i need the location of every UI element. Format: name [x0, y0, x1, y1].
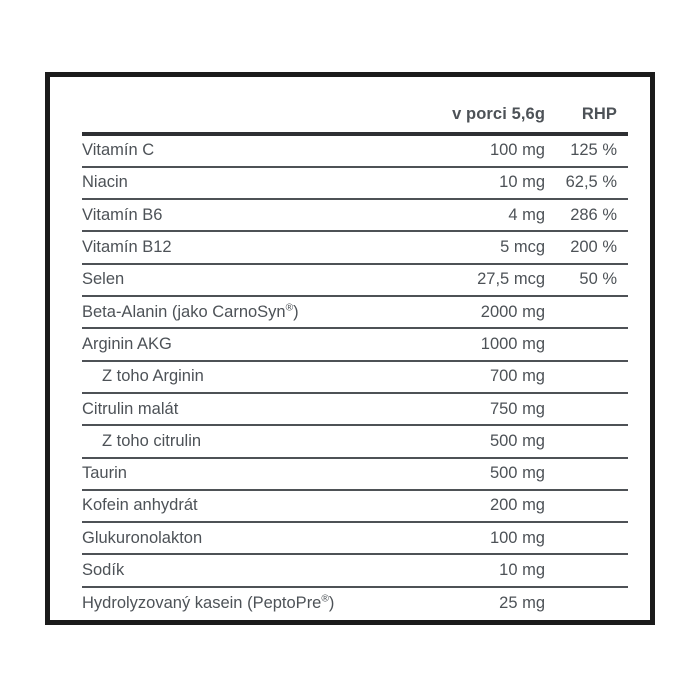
table-header-row: v porci 5,6g RHP	[82, 77, 628, 136]
table-row: Kofein anhydrát 200 mg	[82, 491, 628, 524]
amount-value: 2000 mg	[480, 302, 545, 321]
ingredient-label: Glukuronolakton	[82, 528, 203, 547]
table-row: Arginin AKG 1000 mg	[82, 329, 628, 362]
ingredient-label: Niacin	[82, 173, 128, 192]
ingredient-label: Z toho citrulin	[102, 431, 202, 450]
amount-value: 100 mg	[489, 528, 545, 547]
rhp-value: 125 %	[570, 141, 617, 160]
table-row: Vitamín C 100 mg 125 %	[82, 136, 628, 168]
amount-value: 500 mg	[489, 464, 545, 483]
ingredient-label: Hydrolyzovaný kasein (PeptoPre®)	[82, 594, 335, 613]
amount-value: 5 mcg	[500, 238, 545, 257]
table-row: Vitamín B6 4 mg 286 %	[82, 200, 628, 233]
ingredient-label: Citrulin malát	[82, 399, 179, 418]
table-row: Vitamín B12 5 mcg 200 %	[82, 232, 628, 265]
rhp-value: 50 %	[579, 270, 617, 289]
ingredient-label: Vitamín B6	[82, 205, 163, 224]
amount-value: 200 mg	[489, 496, 545, 515]
amount-value: 4 mg	[508, 205, 545, 224]
ingredient-label: Z toho Arginin	[102, 367, 204, 386]
ingredient-label: Vitamín C	[82, 141, 155, 160]
amount-value: 10 mg	[499, 561, 545, 580]
table-row: Hydrolyzovaný kasein (PeptoPre®) 25 mg	[82, 588, 628, 620]
rhp-value: 62,5 %	[565, 173, 617, 192]
facts-table: v porci 5,6g RHP Vitamín C 100 mg 125 % …	[82, 77, 628, 620]
ingredient-label: Vitamín B12	[82, 238, 172, 257]
amount-value: 27,5 mcg	[477, 270, 545, 289]
amount-value: 10 mg	[499, 173, 545, 192]
header-rhp-label: RHP	[581, 104, 617, 123]
amount-value: 1000 mg	[480, 334, 545, 353]
ingredient-label: Sodík	[82, 561, 125, 580]
table-row: Sodík 10 mg	[82, 555, 628, 588]
table-row: Niacin 10 mg 62,5 %	[82, 168, 628, 201]
header-amount-label: v porci 5,6g	[452, 104, 545, 123]
table-row: Selen 27,5 mcg 50 %	[82, 265, 628, 298]
ingredient-label: Taurin	[82, 464, 127, 483]
amount-value: 700 mg	[489, 367, 545, 386]
rhp-value: 200 %	[570, 238, 617, 257]
table-row: Z toho citrulin 500 mg	[82, 426, 628, 459]
table-row: Citrulin malát 750 mg	[82, 394, 628, 427]
table-row: Z toho Arginin 700 mg	[82, 362, 628, 394]
table-row: Beta-Alanin (jako CarnoSyn®) 2000 mg	[82, 297, 628, 330]
amount-value: 750 mg	[489, 399, 545, 418]
rhp-value: 286 %	[570, 205, 617, 224]
amount-value: 25 mg	[499, 594, 545, 613]
table-row: Glukuronolakton 100 mg	[82, 523, 628, 556]
ingredient-label: Arginin AKG	[82, 334, 172, 353]
supplement-facts-box: v porci 5,6g RHP Vitamín C 100 mg 125 % …	[45, 72, 655, 625]
table-row: Taurin 500 mg	[82, 459, 628, 491]
ingredient-label: Selen	[82, 270, 125, 289]
ingredient-label: Beta-Alanin (jako CarnoSyn®)	[82, 302, 299, 321]
amount-value: 500 mg	[489, 431, 545, 450]
table-body: Vitamín C 100 mg 125 % Niacin 10 mg 62,5…	[82, 136, 628, 620]
ingredient-label: Kofein anhydrát	[82, 496, 198, 515]
amount-value: 100 mg	[489, 141, 545, 160]
